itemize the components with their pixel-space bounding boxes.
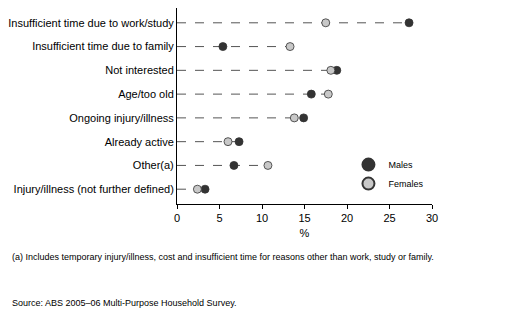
svg-text:Males: Males [388,160,413,170]
svg-text:Age/too old: Age/too old [118,88,174,100]
svg-text:30: 30 [426,212,438,224]
svg-text:15: 15 [298,212,310,224]
svg-text:Insufficient time due to famil: Insufficient time due to family [32,40,174,52]
svg-text:Ongoing injury/illness: Ongoing injury/illness [69,112,174,124]
svg-text:Already active: Already active [105,136,174,148]
svg-text:10: 10 [256,212,268,224]
svg-text:Injury/illness (not further de: Injury/illness (not further defined) [14,183,174,195]
svg-text:0: 0 [174,212,180,224]
svg-text:5: 5 [216,212,222,224]
svg-text:Not interested: Not interested [105,64,173,76]
svg-text:Source: ABS 2005–06 Multi-Purp: Source: ABS 2005–06 Multi-Purpose Househ… [12,298,236,308]
svg-text:Insufficient time due to work/: Insufficient time due to work/study [8,17,174,29]
svg-text:Other(a): Other(a) [133,159,174,171]
svg-text:25: 25 [383,212,395,224]
svg-text:20: 20 [341,212,353,224]
svg-text:%: % [300,227,310,239]
svg-text:(a) Includes temporary injury/: (a) Includes temporary injury/illness, c… [12,252,434,262]
svg-text:Females: Females [388,179,423,189]
